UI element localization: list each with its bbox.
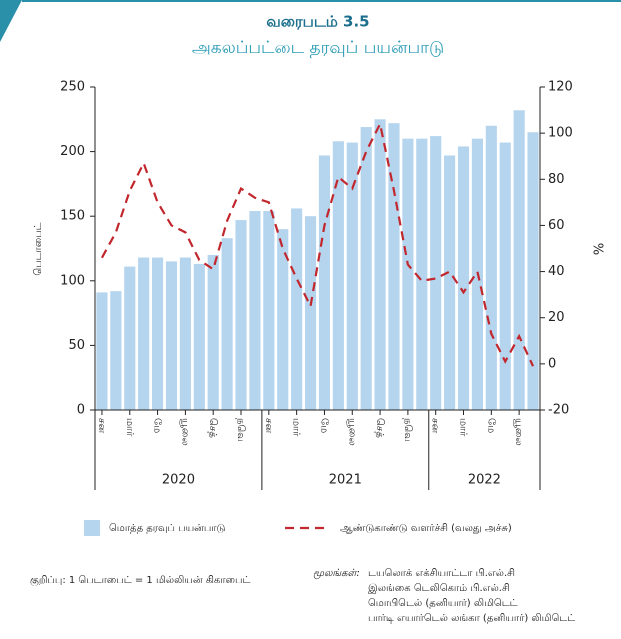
x-tick-label: மார் xyxy=(458,418,469,437)
x-tick-label: செத் xyxy=(374,418,385,438)
x-tick-label: யூலை xyxy=(513,418,524,446)
y2-tick-label: 120 xyxy=(548,80,573,95)
source: பார்டி எயார்டெல் லங்கா (தனியார்) லிமிடெட… xyxy=(368,613,575,624)
y-tick-label: 50 xyxy=(68,338,85,353)
y2-tick-label: 100 xyxy=(548,126,573,141)
bar xyxy=(207,254,219,410)
bar xyxy=(291,208,303,410)
bar xyxy=(152,257,164,410)
bar xyxy=(249,211,261,410)
y-tick-label: 100 xyxy=(60,273,85,288)
x-tick-label: மே xyxy=(485,418,496,433)
bar xyxy=(277,229,289,410)
x-tick-label: செத் xyxy=(207,418,218,438)
bar xyxy=(124,266,136,410)
chart-title: வரைபடம் 3.5 xyxy=(266,13,369,31)
bar xyxy=(110,291,122,410)
y2-tick-label: -20 xyxy=(548,403,569,418)
x-tick-label: மே xyxy=(152,418,163,433)
x-tick-label: மார் xyxy=(124,418,135,437)
y-axis-label: பெடாபைட் xyxy=(33,222,44,275)
y2-tick-label: 80 xyxy=(548,172,565,187)
x-tick-label: சன xyxy=(430,418,441,434)
legend-label: மொத்த தரவுப் பயன்பாடு xyxy=(109,523,226,534)
legend-label: ஆண்டுகாண்டு வளர்ச்சி (வலது அச்சு) xyxy=(340,523,512,534)
bar xyxy=(193,264,205,410)
y2-axis-label: % xyxy=(593,243,608,255)
note: குறிப்பு: 1 பெடாபைட் = 1 மில்லியன் கிகாப… xyxy=(30,575,250,587)
y-tick-label: 250 xyxy=(60,80,85,95)
x-tick-label: மார் xyxy=(291,418,302,437)
x-tick-label: யூலை xyxy=(346,418,357,446)
x-tick-label: யூலை xyxy=(179,418,190,446)
bar xyxy=(346,142,358,410)
bar xyxy=(527,132,539,410)
line-series xyxy=(100,120,535,367)
x-tick-label: நவெ xyxy=(402,418,413,442)
legend-swatch xyxy=(84,520,100,536)
bar xyxy=(416,138,428,410)
bar xyxy=(263,211,275,410)
bar xyxy=(513,110,525,411)
bar xyxy=(165,261,178,410)
bar xyxy=(235,220,247,410)
bar xyxy=(430,136,442,410)
y-tick-label: 0 xyxy=(77,403,85,418)
bar xyxy=(402,138,414,410)
source: மொபிடெல் (தனியார்) லிமிடெட் xyxy=(368,598,518,609)
bar xyxy=(499,142,511,410)
y2-tick-label: 0 xyxy=(548,356,556,371)
bar xyxy=(221,238,233,410)
y2-tick-label: 40 xyxy=(548,264,565,279)
group-label: 2021 xyxy=(329,473,362,488)
x-tick-label: நவெ xyxy=(235,418,246,442)
group-label: 2020 xyxy=(162,473,195,488)
bar xyxy=(304,216,317,410)
x-tick-label: சன xyxy=(96,418,107,434)
bar xyxy=(138,257,150,410)
bar xyxy=(374,119,386,411)
bar xyxy=(318,155,331,410)
bar xyxy=(332,141,344,410)
source: இலங்கை டெலிகொம் பி.எல்.சி xyxy=(368,583,510,594)
sources-label: மூலங்கள்: xyxy=(313,568,360,580)
x-tick-label: மே xyxy=(318,418,329,433)
bar xyxy=(485,125,497,410)
source: டயலொக் எக்சியாட்டா பி.எல்.சி xyxy=(368,568,515,579)
corner-decoration xyxy=(0,0,22,42)
bar xyxy=(96,292,108,410)
bar xyxy=(444,155,456,410)
x-tick-label: சன xyxy=(263,418,274,434)
y-tick-label: 200 xyxy=(60,144,85,159)
bar xyxy=(388,123,400,411)
bar xyxy=(457,146,470,410)
chart-subtitle: அகலப்பட்டை தரவுப் பயன்பாடு xyxy=(192,38,444,58)
bar xyxy=(179,257,191,410)
y-tick-label: 150 xyxy=(60,209,85,224)
y2-tick-label: 20 xyxy=(548,310,565,325)
group-label: 2022 xyxy=(468,473,501,488)
y2-tick-label: 60 xyxy=(548,218,565,233)
bar xyxy=(360,127,372,410)
